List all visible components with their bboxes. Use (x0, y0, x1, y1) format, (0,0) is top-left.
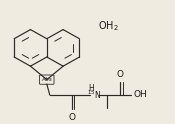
Text: O: O (117, 70, 124, 79)
Text: OH$_2$: OH$_2$ (97, 19, 118, 33)
Text: O: O (68, 113, 75, 122)
Text: Abs: Abs (41, 77, 52, 82)
Text: $^{15}$N: $^{15}$N (87, 88, 102, 101)
FancyBboxPatch shape (40, 75, 54, 84)
Text: H: H (88, 84, 94, 93)
Text: OH: OH (133, 90, 147, 99)
